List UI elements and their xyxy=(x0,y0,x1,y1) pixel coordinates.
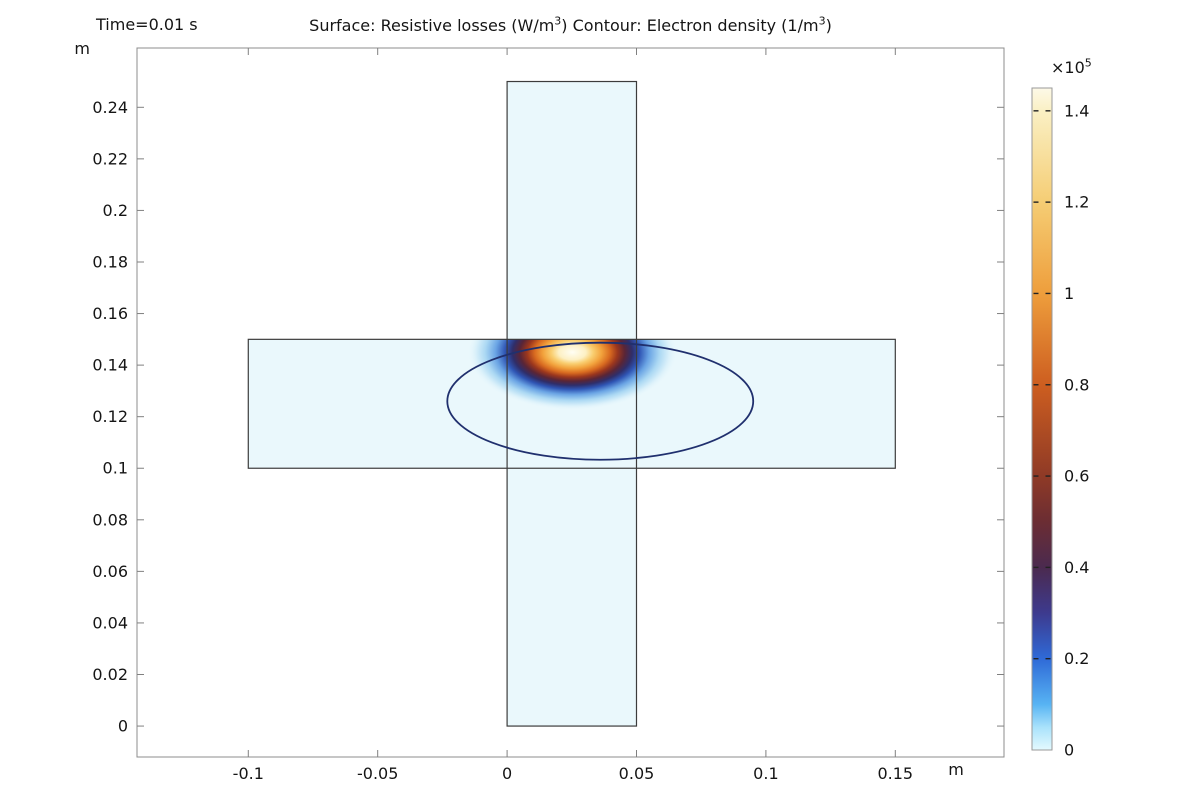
colorbar-tick-label: 0 xyxy=(1064,741,1074,760)
geometry-horizontal-bar-outline xyxy=(247,338,896,469)
plot-title-text: ) Contour: Electron density (1/m xyxy=(561,16,819,35)
plot-title-text: Surface: Resistive losses (W/m xyxy=(309,16,555,35)
x-tick-label: 0.15 xyxy=(877,764,913,783)
plot-title-superscript: 3 xyxy=(554,14,562,28)
y-tick-label: 0.08 xyxy=(92,510,128,529)
plot-title: Surface: Resistive losses (W/m3) Contour… xyxy=(137,16,1004,35)
colorbar-tick-label: 0.4 xyxy=(1064,558,1089,577)
y-tick-label: 0.1 xyxy=(103,459,128,478)
x-tick-label: -0.1 xyxy=(233,764,264,783)
colorbar-tick-label: 0.2 xyxy=(1064,649,1089,668)
colorbar-multiplier-text: ×10 xyxy=(1051,58,1085,77)
x-tick-label: 0 xyxy=(502,764,512,783)
resistive-losses-hotspot xyxy=(467,339,678,411)
time-label: Time=0.01 s xyxy=(96,15,198,34)
y-tick-label: 0.12 xyxy=(92,407,128,426)
x-tick-label: -0.05 xyxy=(357,764,398,783)
y-tick-label: 0.22 xyxy=(92,149,128,168)
y-tick-label: 0.16 xyxy=(92,304,128,323)
x-tick-label: 0.1 xyxy=(753,764,778,783)
colorbar-tick-label: 1.2 xyxy=(1064,193,1089,212)
colorbar-tick-label: 0.6 xyxy=(1064,467,1089,486)
y-tick-label: 0.2 xyxy=(103,201,128,220)
geometry-vertical-bar-outline xyxy=(506,80,638,727)
colorbar-tick-label: 1.4 xyxy=(1064,101,1089,120)
plot-frame xyxy=(136,47,1005,758)
x-axis-unit-label: m xyxy=(948,760,964,779)
colorbar-tick-label: 1 xyxy=(1064,284,1074,303)
colorbar-multiplier: ×105 xyxy=(1051,58,1092,77)
electron-density-contour xyxy=(446,341,755,461)
y-tick-label: 0.04 xyxy=(92,613,128,632)
plot-title-text: ) xyxy=(825,16,832,35)
y-tick-label: 0.06 xyxy=(92,562,128,581)
colorbar xyxy=(1031,87,1053,751)
y-tick-label: 0.18 xyxy=(92,252,128,271)
colorbar-multiplier-superscript: 5 xyxy=(1084,56,1092,70)
x-tick-label: 0.05 xyxy=(619,764,655,783)
plot-title-superscript: 3 xyxy=(818,14,826,28)
y-tick-label: 0.14 xyxy=(92,356,128,375)
y-axis-unit-label: m xyxy=(74,39,90,58)
y-tick-label: 0 xyxy=(118,717,128,736)
colorbar-tick-label: 0.8 xyxy=(1064,375,1089,394)
y-tick-label: 0.24 xyxy=(92,98,128,117)
y-tick-label: 0.02 xyxy=(92,665,128,684)
